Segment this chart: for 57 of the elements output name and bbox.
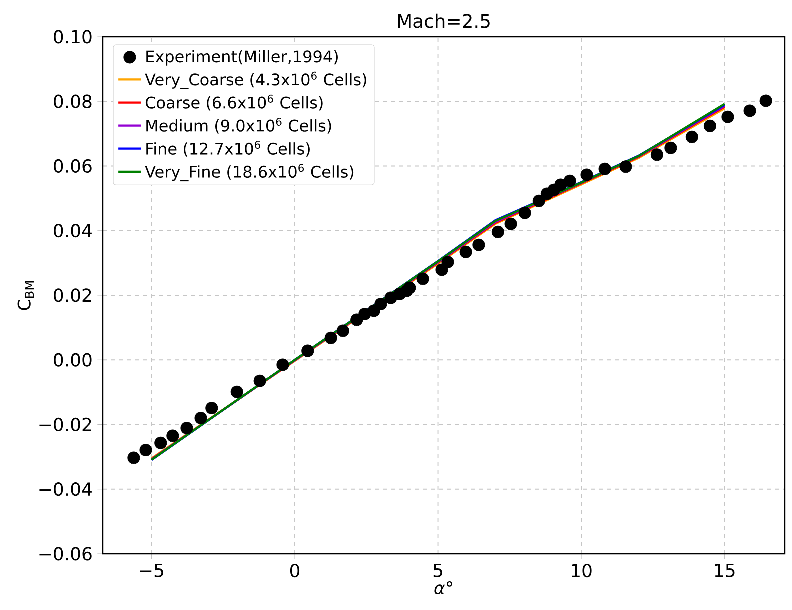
y-tick-label: 0.02: [54, 288, 92, 302]
point: [140, 444, 152, 457]
point: [564, 174, 576, 188]
point: [704, 120, 716, 132]
point: [620, 160, 632, 174]
point: [324, 332, 338, 344]
legend-label: Very_Fine (18.6x10$^{6}$ Cells): [145, 164, 354, 182]
legend-label: Coarse (6.6x10$^{6}$ Cells): [146, 94, 323, 111]
point: [518, 206, 532, 220]
point: [760, 94, 772, 108]
point: [504, 218, 518, 230]
chart-title: Mach=2.5: [398, 14, 490, 28]
x-tick-label: 15: [715, 564, 735, 578]
y-axis-title: C$_{BM}$: [18, 282, 34, 310]
point: [206, 402, 218, 415]
point: [336, 324, 350, 338]
point: [416, 272, 430, 286]
legend-label: Medium (9.0x10$^{6}$ Cells): [146, 118, 332, 134]
point: [404, 282, 416, 294]
point: [650, 148, 664, 162]
y-tick-label: 0.10: [54, 30, 92, 44]
point: [154, 436, 168, 450]
point: [166, 430, 180, 442]
y-tick-label: 0.04: [54, 224, 92, 238]
point: [580, 168, 594, 182]
x-tick-label: 10: [572, 564, 592, 578]
point: [230, 386, 244, 398]
point: [194, 412, 208, 425]
legend-label: Fine (12.7x10$^{6}$ Cells): [146, 140, 310, 157]
point: [460, 246, 472, 258]
point: [492, 226, 504, 238]
legend-label: Experiment(Miller,1994): [146, 50, 338, 66]
x-axis-title: α°: [434, 581, 452, 595]
point: [442, 256, 454, 268]
x-tick-label: 0: [290, 564, 300, 578]
point: [744, 104, 756, 118]
point: [128, 452, 140, 464]
x-tick-label: −5: [140, 564, 164, 578]
point: [180, 422, 194, 435]
y-tick-label: −0.02: [40, 418, 92, 432]
point: [472, 238, 486, 252]
point: [276, 358, 290, 372]
point: [664, 142, 678, 154]
point: [598, 162, 612, 176]
point: [254, 374, 266, 388]
legend-label: Very_Coarse (4.3x10$^{6}$ Cells): [145, 72, 366, 90]
point: [532, 194, 546, 208]
point: [374, 298, 388, 310]
point: [686, 130, 698, 144]
y-tick-label: −0.06: [40, 547, 92, 561]
point: [722, 110, 734, 124]
y-tick-label: 0.08: [54, 94, 92, 108]
y-tick-label: −0.04: [40, 482, 92, 496]
x-tick-label: 5: [434, 564, 442, 578]
y-tick-label: 0.00: [54, 353, 92, 367]
point: [302, 344, 314, 358]
y-tick-label: 0.06: [54, 159, 92, 174]
